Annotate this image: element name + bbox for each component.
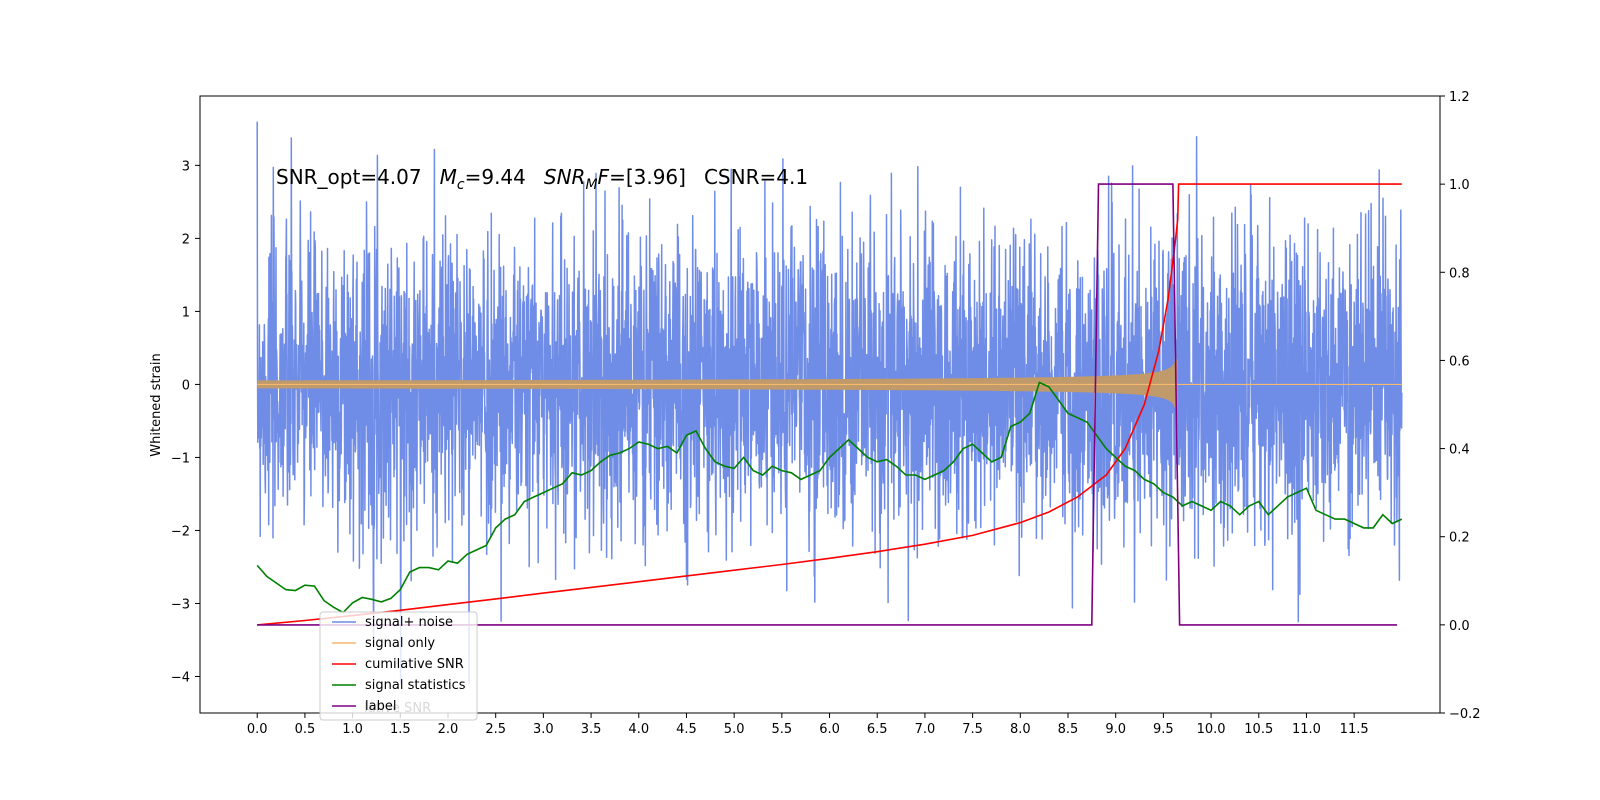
right-y-tick-label: 0.8 xyxy=(1449,266,1470,281)
snr-mf-value: =[3.96] xyxy=(609,165,686,189)
x-tick-label: 10.0 xyxy=(1197,722,1226,737)
x-tick-label: 5.5 xyxy=(772,722,793,737)
x-tick-label: 11.5 xyxy=(1340,722,1369,737)
right-y-tick-label: 0.2 xyxy=(1449,531,1470,546)
right-y-tick-label: 1.2 xyxy=(1449,90,1470,105)
signal-statistics-line xyxy=(256,381,1403,614)
x-tick-label: 0.5 xyxy=(295,722,316,737)
right-y-tick-label: −0.2 xyxy=(1449,707,1481,722)
left-y-tick-label: 3 xyxy=(182,159,190,174)
snr-mf-symbol: SNR xyxy=(544,165,586,189)
left-y-tick-label: −4 xyxy=(171,670,190,685)
x-tick-label: 3.5 xyxy=(581,722,602,737)
plot-area xyxy=(256,121,1403,685)
snr-mf-tail: F xyxy=(598,165,610,189)
y-axis-label: Whitened strain xyxy=(149,353,164,456)
right-y-axis: 1.2 1.0 0.8 0.6 0.4 0.2 0.0 −0.2 xyxy=(1440,90,1481,722)
x-tick-label: 3.0 xyxy=(533,722,554,737)
left-y-tick-label: −1 xyxy=(171,451,190,466)
legend-ghost-text: lative SNR xyxy=(364,701,431,716)
left-y-tick-label: 2 xyxy=(182,232,190,247)
signal-noise-line xyxy=(256,121,1403,685)
stats-annotation: SNR_opt=4.07 Mc=9.44 SNRMF=[3.96] CSNR=4.1 xyxy=(276,165,808,193)
x-tick-label: 4.5 xyxy=(676,722,697,737)
right-y-tick-label: 1.0 xyxy=(1449,178,1470,193)
legend-entry-label: signal+ noise xyxy=(365,615,453,630)
x-tick-label: 6.5 xyxy=(867,722,888,737)
mc-symbol: M xyxy=(440,165,457,189)
legend-box xyxy=(319,611,478,721)
x-tick-label: 5.0 xyxy=(724,722,745,737)
right-y-tick-label: 0.0 xyxy=(1449,619,1470,634)
x-axis: 0.0 0.5 1.0 1.5 2.0 2.5 3.0 3.5 4.0 4.5 5.0 5.5 6.0 6… xyxy=(247,713,1369,737)
snr-opt-text: SNR_opt=4.07 xyxy=(276,165,422,189)
left-y-tick-label: 0 xyxy=(182,378,190,393)
mc-subscript: c xyxy=(457,177,465,193)
x-tick-label: 7.0 xyxy=(915,722,936,737)
legend-entry-label: cumilative SNR xyxy=(365,657,464,672)
x-tick-label: 11.0 xyxy=(1292,722,1321,737)
x-tick-label: 4.0 xyxy=(628,722,649,737)
x-tick-label: 2.5 xyxy=(485,722,506,737)
csnr-text: CSNR=4.1 xyxy=(704,165,808,189)
legend-entry-label: label xyxy=(365,699,396,714)
mc-value: =9.44 xyxy=(465,165,526,189)
x-tick-label: 0.0 xyxy=(247,722,268,737)
x-tick-label: 7.5 xyxy=(962,722,983,737)
legend-entry-label: signal only xyxy=(365,636,435,651)
x-tick-label: 1.0 xyxy=(342,722,363,737)
right-y-tick-label: 0.4 xyxy=(1449,443,1470,458)
right-y-tick-label: 0.6 xyxy=(1449,354,1470,369)
x-tick-label: 1.5 xyxy=(390,722,411,737)
x-tick-label: 2.0 xyxy=(438,722,459,737)
left-y-tick-label: 1 xyxy=(182,305,190,320)
x-tick-label: 8.0 xyxy=(1010,722,1031,737)
left-y-tick-label: −3 xyxy=(171,597,190,612)
x-tick-label: 9.5 xyxy=(1153,722,1174,737)
legend-entry-label: signal statistics xyxy=(365,678,466,693)
snr-mf-subscript: M xyxy=(585,177,597,193)
legend: lative SNR signal+ noise signal only cumil… xyxy=(319,611,478,721)
left-y-tick-label: −2 xyxy=(171,524,190,539)
left-y-axis: 3 2 1 0 −1 −2 −3 −4 xyxy=(171,159,200,685)
legend-entries: signal+ noise signal only cumilative SNR si… xyxy=(332,615,466,714)
x-tick-label: 9.0 xyxy=(1105,722,1126,737)
x-tick-label: 8.5 xyxy=(1058,722,1079,737)
plot-frame xyxy=(199,95,1441,714)
label-line xyxy=(257,183,1398,626)
x-tick-label: 10.5 xyxy=(1244,722,1273,737)
x-tick-label: 6.0 xyxy=(819,722,840,737)
cumilative-snr-line xyxy=(257,183,1402,626)
